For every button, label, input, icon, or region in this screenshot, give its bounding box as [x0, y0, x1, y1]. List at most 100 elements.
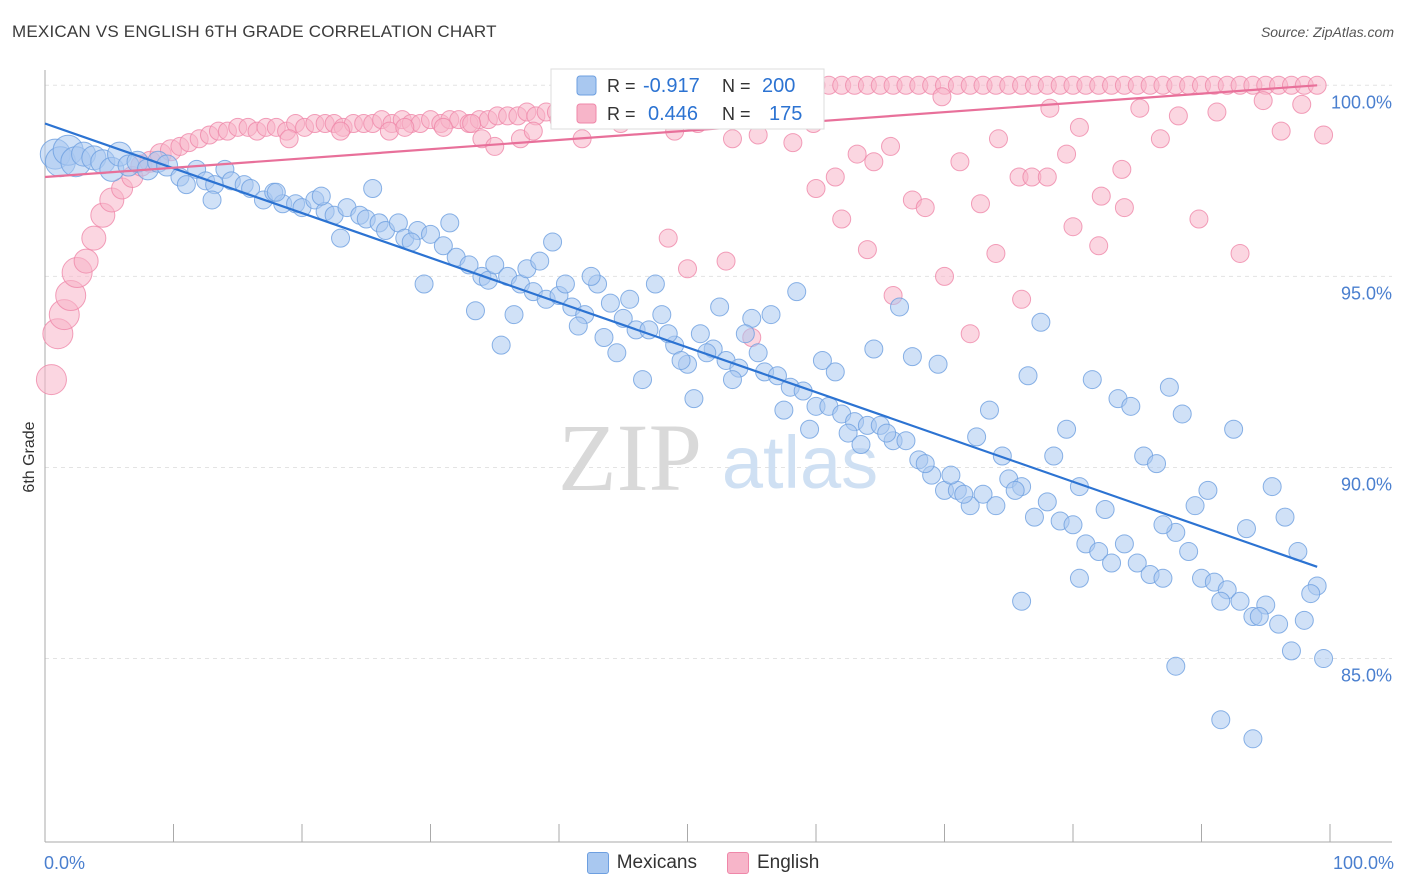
data-point-mexicans — [1069, 568, 1089, 588]
chart-title: MEXICAN VS ENGLISH 6TH GRADE CORRELATION… — [12, 22, 497, 41]
bottom-legend-swatch-english — [726, 852, 749, 874]
data-point-english — [462, 114, 482, 134]
bottom-legend-english[interactable]: English — [726, 852, 819, 874]
data-point-mexicans — [690, 324, 710, 344]
data-point-english — [950, 152, 970, 172]
data-point-mexicans — [1281, 641, 1301, 661]
data-point-mexicans — [825, 362, 845, 382]
data-point-mexicans — [986, 496, 1006, 516]
axes — [44, 70, 1392, 843]
data-point-mexicans — [838, 423, 858, 443]
data-point-mexicans — [1018, 366, 1038, 386]
data-point-english — [1292, 94, 1312, 114]
legend-r-value-mexicans: -0.917 — [643, 75, 700, 97]
data-point-mexicans — [864, 339, 884, 359]
data-point-english — [932, 87, 952, 107]
data-point-english — [35, 364, 67, 396]
data-point-english — [1253, 91, 1273, 111]
data-point-mexicans — [941, 465, 961, 485]
data-point-mexicans — [1012, 591, 1032, 611]
data-point-mexicans — [812, 350, 832, 370]
data-point-english — [722, 129, 742, 149]
data-point-mexicans — [787, 282, 807, 302]
data-point-mexicans — [421, 224, 440, 244]
data-point-english — [1207, 102, 1227, 122]
data-point-english — [960, 324, 980, 344]
data-point-mexicans — [1301, 584, 1321, 604]
data-point-mexicans — [1037, 492, 1057, 512]
data-point-mexicans — [890, 297, 910, 317]
data-point-mexicans — [1089, 542, 1109, 562]
data-point-mexicans — [697, 343, 717, 363]
y-axis-title: 6th Grade — [21, 421, 38, 492]
data-point-mexicans — [1269, 614, 1289, 634]
data-point-mexicans — [1082, 370, 1102, 390]
bottom-legend-swatch-mexicans — [586, 852, 609, 874]
data-point-mexicans — [440, 213, 460, 233]
data-point-mexicans — [530, 251, 550, 271]
data-point-mexicans — [1057, 419, 1077, 439]
data-point-mexicans — [1294, 610, 1314, 630]
data-point-mexicans — [722, 370, 742, 390]
data-point-mexicans — [1121, 396, 1141, 416]
data-point-mexicans — [433, 236, 453, 256]
data-point-mexicans — [176, 175, 196, 195]
data-point-english — [986, 243, 1006, 263]
data-point-english — [1130, 98, 1150, 118]
data-point-english — [1057, 144, 1077, 164]
data-point-mexicans — [600, 293, 620, 313]
data-point-english — [1150, 129, 1170, 149]
data-point-mexicans — [954, 484, 974, 504]
data-point-mexicans — [1224, 419, 1244, 439]
data-point-mexicans — [652, 305, 672, 325]
data-point-english — [825, 167, 845, 187]
data-point-english — [1091, 186, 1111, 206]
data-point-mexicans — [620, 289, 640, 309]
data-point-english — [1230, 243, 1250, 263]
data-point-english — [1189, 209, 1209, 229]
data-point-mexicans — [1153, 515, 1173, 535]
data-point-mexicans — [594, 328, 614, 348]
data-point-english — [395, 117, 415, 137]
data-point-mexicans — [1185, 496, 1205, 516]
trend-line-mexicans — [44, 122, 1318, 568]
data-point-english — [832, 209, 852, 229]
legend-n-value-english: 175 — [769, 103, 802, 125]
y-tick-label: 100.0% — [1331, 92, 1392, 112]
data-point-mexicans — [465, 301, 485, 321]
data-point-mexicans — [1114, 534, 1134, 554]
data-point-mexicans — [1031, 312, 1051, 332]
data-point-mexicans — [1005, 480, 1025, 500]
data-point-english — [847, 144, 867, 164]
data-point-english — [970, 194, 990, 214]
data-point-mexicans — [1063, 515, 1083, 535]
bottom-legend: Mexicans English — [0, 852, 1406, 874]
data-point-english — [915, 198, 935, 218]
data-point-mexicans — [1314, 649, 1334, 669]
data-point-english — [331, 121, 351, 141]
data-point-english — [523, 121, 543, 141]
gridlines — [45, 84, 1392, 660]
data-point-english — [279, 129, 299, 149]
bottom-legend-mexicans[interactable]: Mexicans — [586, 852, 697, 874]
data-point-mexicans — [671, 350, 691, 370]
data-point-mexicans — [896, 431, 916, 451]
data-point-mexicans — [774, 400, 794, 420]
data-point-english — [864, 152, 884, 172]
data-point-mexicans — [1236, 519, 1256, 539]
data-point-english — [1012, 289, 1032, 309]
x-tick-label-0: 0.0% — [44, 853, 85, 873]
data-point-mexicans — [266, 182, 286, 202]
data-point-english — [1069, 117, 1089, 137]
data-point-mexicans — [202, 190, 222, 210]
data-point-mexicans — [1127, 553, 1147, 573]
data-point-mexicans — [800, 419, 820, 439]
data-point-english — [433, 117, 453, 137]
data-point-english — [1037, 167, 1057, 187]
data-point-mexicans — [568, 316, 588, 336]
data-point-mexicans — [902, 347, 922, 367]
data-point-mexicans — [1095, 500, 1115, 520]
legend-r-label-english: R = — [607, 104, 636, 124]
data-point-english — [73, 248, 99, 274]
